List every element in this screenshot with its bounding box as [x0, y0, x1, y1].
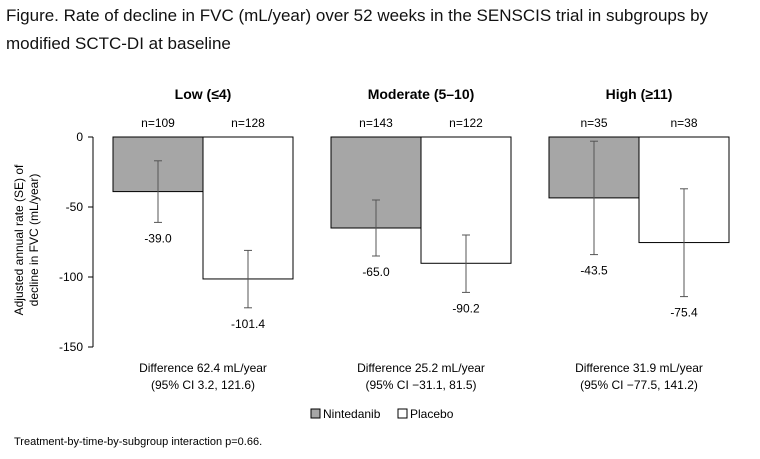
y-axis-label: decline in FVC (mL/year)	[27, 174, 41, 307]
data-label: -90.2	[452, 301, 480, 315]
n-label: n=35	[580, 116, 607, 130]
data-label: -43.5	[580, 264, 608, 278]
difference-text: Difference 25.2 mL/year	[357, 361, 485, 375]
data-label: -65.0	[362, 265, 390, 279]
legend-label: Placebo	[410, 407, 454, 421]
difference-text: (95% CI 3.2, 121.6)	[151, 378, 255, 392]
n-label: n=128	[231, 116, 265, 130]
group-label: Moderate (5–10)	[368, 86, 475, 102]
n-label: n=38	[670, 116, 697, 130]
n-label: n=122	[449, 116, 483, 130]
y-tick-label: 0	[76, 130, 83, 144]
data-label: -101.4	[231, 317, 265, 331]
n-label: n=143	[359, 116, 393, 130]
n-label: n=109	[141, 116, 175, 130]
difference-text: (95% CI −31.1, 81.5)	[365, 378, 476, 392]
difference-text: (95% CI −77.5, 141.2)	[580, 378, 698, 392]
legend-swatch-placebo	[397, 408, 408, 419]
data-label: -75.4	[670, 306, 698, 320]
y-tick-label: -150	[59, 340, 83, 354]
data-label: -39.0	[144, 231, 172, 245]
group-label: High (≥11)	[606, 86, 673, 102]
footnote: Treatment-by-time-by-subgroup interactio…	[14, 436, 263, 448]
y-axis-label: Adjusted annual rate (SE) of	[12, 164, 26, 315]
y-tick-label: -100	[59, 270, 83, 284]
chart-title: Figure. Rate of decline in FVC (mL/year)…	[6, 6, 709, 53]
difference-text: Difference 31.9 mL/year	[575, 361, 703, 375]
bar-chart: 0 -50 -100 -150 Adjusted annual rate (SE) of…	[12, 86, 730, 421]
difference-text: Difference 62.4 mL/year	[139, 361, 267, 375]
y-tick-label: -50	[66, 200, 84, 214]
group-label: Low (≤4)	[175, 86, 232, 102]
legend-label: Nintedanib	[323, 407, 381, 421]
legend-swatch-nintedanib	[310, 408, 321, 419]
